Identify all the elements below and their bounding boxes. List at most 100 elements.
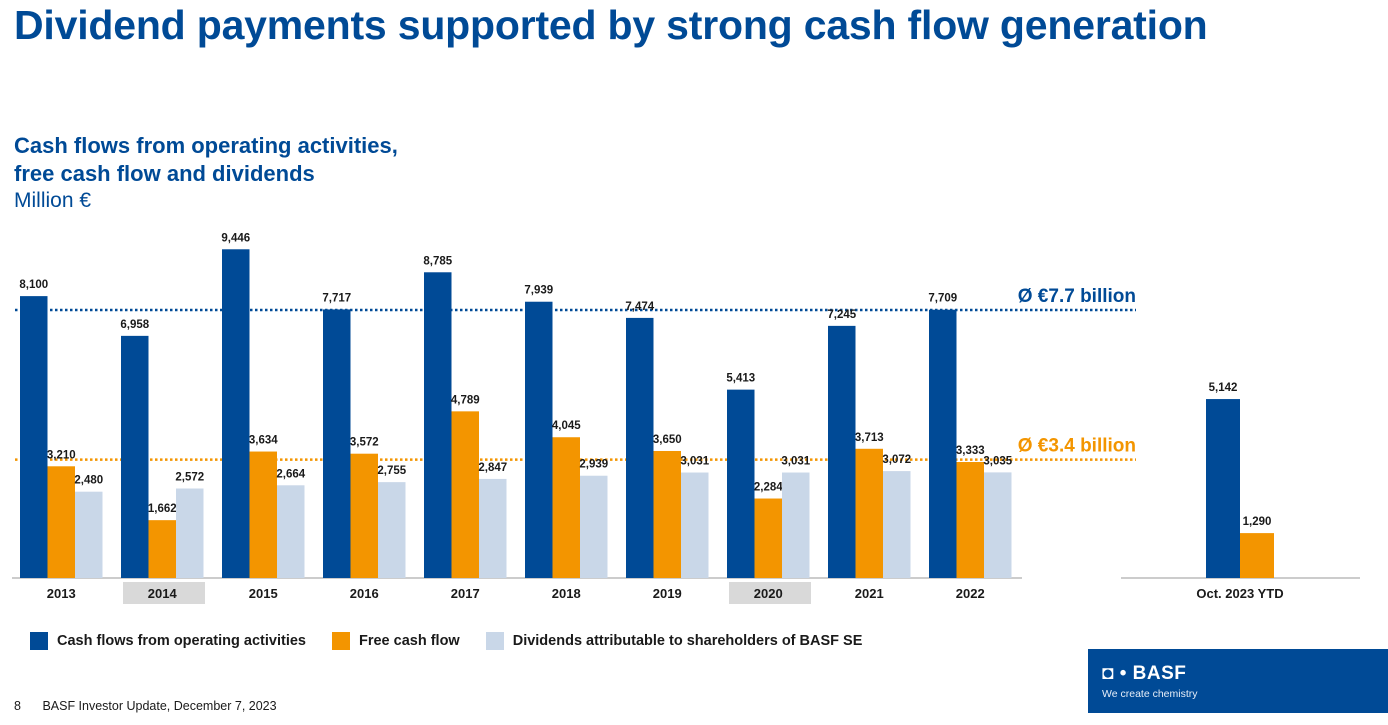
legend-label-cash-flow: Cash flows from operating activities <box>57 633 306 649</box>
x-tick-label-2016: 2016 <box>350 586 379 601</box>
bar-2021-dividends-attributable-to-shareholders-of-basf-se <box>883 471 911 578</box>
bar-2022-cash-flows-from-operating-activities <box>929 309 957 578</box>
legend-item-dividends: Dividends attributable to shareholders o… <box>485 632 863 650</box>
data-label-2014-cash-flows-from-operating-activities: 6,958 <box>120 319 149 331</box>
x-tick-label-2020: 2020 <box>754 586 783 601</box>
data-label-2017-cash-flows-from-operating-activities: 8,785 <box>423 255 452 267</box>
reference-label-0: Ø €7.7 billion <box>1018 286 1136 307</box>
data-label-2017-dividends-attributable-to-shareholders-of-basf-se: 2,847 <box>478 462 507 474</box>
data-label-2020-free-cash-flow: 2,284 <box>754 482 783 494</box>
data-label-2015-dividends-attributable-to-shareholders-of-basf-se: 2,664 <box>276 468 305 480</box>
bar-2014-cash-flows-from-operating-activities <box>121 335 149 578</box>
bar-2014-dividends-attributable-to-shareholders-of-basf-se <box>176 488 204 578</box>
data-label-2019-cash-flows-from-operating-activities: 7,474 <box>625 301 654 313</box>
legend-swatch-cash-flow <box>30 632 48 650</box>
bar-2016-free-cash-flow <box>350 453 378 578</box>
slide-footer: 8 BASF Investor Update, December 7, 2023 <box>14 699 277 713</box>
bar-2017-free-cash-flow <box>451 411 479 578</box>
basf-logo-mark: ◘ • BASF <box>1102 663 1187 684</box>
bar-2015-cash-flows-from-operating-activities <box>222 249 250 578</box>
bar-2013-free-cash-flow <box>47 466 75 578</box>
data-label-2014-free-cash-flow: 1,662 <box>148 503 177 515</box>
x-tick-label-2015: 2015 <box>249 586 278 601</box>
data-label-2016-free-cash-flow: 3,572 <box>350 437 379 449</box>
x-tick-label-2021: 2021 <box>855 586 884 601</box>
bar-2022-free-cash-flow <box>956 462 984 578</box>
bar-2019-free-cash-flow <box>653 450 681 578</box>
bar-2021-cash-flows-from-operating-activities <box>828 325 856 578</box>
bar-2020-free-cash-flow <box>754 498 782 578</box>
data-label-2013-cash-flows-from-operating-activities: 8,100 <box>19 279 48 291</box>
bar-2016-dividends-attributable-to-shareholders-of-basf-se <box>378 482 406 578</box>
bar-2020-dividends-attributable-to-shareholders-of-basf-se <box>782 472 810 578</box>
bar-2019-dividends-attributable-to-shareholders-of-basf-se <box>681 472 709 578</box>
data-label-2016-dividends-attributable-to-shareholders-of-basf-se: 2,755 <box>377 465 406 477</box>
data-label-oct-2023-ytd-cash-flows-from-operating-activities: 5,142 <box>1209 382 1238 394</box>
reference-label-1: Ø €3.4 billion <box>1018 436 1136 457</box>
bar-2017-cash-flows-from-operating-activities <box>424 272 452 578</box>
x-tick-label-2014: 2014 <box>148 586 178 601</box>
legend-swatch-dividends <box>485 632 504 650</box>
bar-chart: Ø €7.7 billion Ø €3.4 billion 8,100 3,210 2,… <box>12 232 1360 604</box>
bar-2014-free-cash-flow <box>148 520 176 578</box>
legend-item-free-cash-flow: Free cash flow <box>331 632 460 650</box>
slide-title: Dividend payments supported by strong ca… <box>14 2 1208 48</box>
basf-logo-tagline: We create chemistry <box>1102 688 1198 700</box>
legend-label-dividends: Dividends attributable to shareholders o… <box>512 633 863 649</box>
legend-item-cash-flow: Cash flows from operating activities <box>30 632 306 650</box>
x-tick-label-oct-2023-ytd: Oct. 2023 YTD <box>1196 586 1283 601</box>
data-label-2016-cash-flows-from-operating-activities: 7,717 <box>322 292 351 304</box>
chart-subtitle-line2: free cash flow and dividends <box>14 161 315 186</box>
chart-subtitle: Cash flows from operating activities, fr… <box>14 132 398 188</box>
bar-oct-2023-ytd-cash-flows-from-operating-activities <box>1206 399 1240 578</box>
bar-2017-dividends-attributable-to-shareholders-of-basf-se <box>479 478 507 578</box>
data-label-2019-free-cash-flow: 3,650 <box>653 434 682 446</box>
data-label-2018-cash-flows-from-operating-activities: 7,939 <box>524 285 553 297</box>
data-label-2018-dividends-attributable-to-shareholders-of-basf-se: 2,939 <box>579 459 608 471</box>
data-label-2020-cash-flows-from-operating-activities: 5,413 <box>726 373 755 385</box>
data-label-2020-dividends-attributable-to-shareholders-of-basf-se: 3,031 <box>781 456 810 468</box>
year-highlight-2020 <box>729 582 811 604</box>
chart-unit: Million € <box>14 189 92 212</box>
bar-2022-dividends-attributable-to-shareholders-of-basf-se <box>984 472 1012 578</box>
data-label-2015-free-cash-flow: 3,634 <box>249 435 278 447</box>
data-label-2019-dividends-attributable-to-shareholders-of-basf-se: 3,031 <box>680 456 709 468</box>
bar-2019-cash-flows-from-operating-activities <box>626 317 654 578</box>
bar-2018-free-cash-flow <box>552 437 580 578</box>
x-tick-label-2017: 2017 <box>451 586 480 601</box>
legend-label-free-cash-flow: Free cash flow <box>358 633 460 649</box>
page-number: 8 <box>14 699 21 713</box>
x-tick-label-2022: 2022 <box>956 586 985 601</box>
bar-2018-cash-flows-from-operating-activities <box>525 301 553 578</box>
bar-2016-cash-flows-from-operating-activities <box>323 309 351 578</box>
data-label-2013-free-cash-flow: 3,210 <box>47 449 76 461</box>
bar-2020-cash-flows-from-operating-activities <box>727 389 755 578</box>
x-tick-label-2018: 2018 <box>552 586 581 601</box>
data-label-2021-cash-flows-from-operating-activities: 7,245 <box>827 309 856 321</box>
data-label-2022-cash-flows-from-operating-activities: 7,709 <box>928 293 957 305</box>
bar-2021-free-cash-flow <box>855 448 883 578</box>
data-label-2013-dividends-attributable-to-shareholders-of-basf-se: 2,480 <box>74 475 103 487</box>
legend-swatch-free-cash-flow <box>331 632 350 650</box>
bar-2015-free-cash-flow <box>249 451 277 578</box>
data-label-2022-free-cash-flow: 3,333 <box>956 445 985 457</box>
chart-subtitle-line1: Cash flows from operating activities, <box>14 133 398 158</box>
data-label-2022-dividends-attributable-to-shareholders-of-basf-se: 3,035 <box>983 455 1012 467</box>
x-tick-label-2019: 2019 <box>653 586 682 601</box>
bar-2018-dividends-attributable-to-shareholders-of-basf-se <box>580 475 608 578</box>
data-label-2017-free-cash-flow: 4,789 <box>451 394 480 406</box>
data-label-2014-dividends-attributable-to-shareholders-of-basf-se: 2,572 <box>175 471 204 483</box>
basf-logo: ◘ • BASF We create chemistry <box>1088 649 1388 713</box>
x-tick-label-2013: 2013 <box>47 586 76 601</box>
data-label-2015-cash-flows-from-operating-activities: 9,446 <box>221 232 250 244</box>
year-highlight-2014 <box>123 582 205 604</box>
data-label-2021-dividends-attributable-to-shareholders-of-basf-se: 3,072 <box>882 454 911 466</box>
data-label-2018-free-cash-flow: 4,045 <box>552 420 581 432</box>
footer-text: BASF Investor Update, December 7, 2023 <box>42 699 277 713</box>
chart-legend: Cash flows from operating activities Fre… <box>30 632 888 650</box>
bar-2013-cash-flows-from-operating-activities <box>20 296 48 578</box>
data-label-2021-free-cash-flow: 3,713 <box>855 432 884 444</box>
bar-2015-dividends-attributable-to-shareholders-of-basf-se <box>277 485 305 578</box>
bar-oct-2023-ytd-free-cash-flow <box>1240 533 1274 578</box>
bar-2013-dividends-attributable-to-shareholders-of-basf-se <box>75 491 103 578</box>
